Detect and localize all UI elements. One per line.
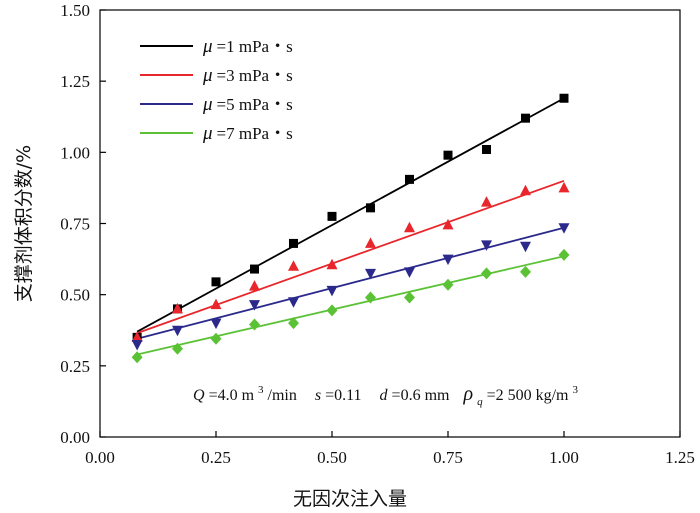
data-point-series-3 [481,240,493,251]
data-point-series-3 [365,268,377,280]
data-point-series-1 [250,264,260,274]
y-axis-title: 支撑剂体积分数/% [13,145,35,302]
legend-label-text: =5 mPa・s [217,95,293,114]
data-point-series-1 [443,150,453,160]
legend: μ =1 mPa・sμ =3 mPa・sμ =5 mPa・sμ =7 mPa・s [140,36,293,144]
y-tick-label: 0.50 [60,286,90,305]
data-point-series-4 [171,342,183,355]
data-point-series-1 [327,211,337,221]
data-point-series-2 [558,181,570,193]
legend-label-text: =3 mPa・s [217,66,293,85]
data-points [131,93,570,364]
annot-q-exp: 3 [258,384,264,396]
data-point-series-2 [403,221,415,233]
data-point-series-3 [403,267,415,278]
y-tick-label: 0.25 [60,357,90,376]
y-tick-label: 1.50 [60,1,90,20]
data-point-series-4 [131,351,143,364]
axes: 0.00 0.25 0.50 0.75 1.00 1.25 0.00 0.25 0.50 0.75… [13,1,695,510]
data-point-series-1 [520,113,530,123]
annot-q-value: =4.0 m [209,387,255,404]
annot-rho-label: ρ [462,383,473,405]
data-point-series-4 [210,332,222,345]
y-tick-label: 1.00 [60,143,90,162]
data-point-series-3 [519,241,531,253]
fit-line-series-2 [136,179,565,334]
data-point-series-2 [519,184,531,196]
data-point-series-4 [403,291,415,304]
data-point-series-2 [481,196,493,207]
fit-lines [136,97,565,356]
x-tick-label: 0.25 [201,448,231,467]
annot-rho-exp: 3 [573,384,579,396]
fit-line-series-3 [136,226,565,340]
data-point-series-1 [404,174,414,184]
data-point-series-2 [131,331,143,342]
data-point-series-2 [210,298,222,310]
data-point-series-3 [210,318,222,330]
annotation: Q =4.0 m 3 /min s =0.11 d =0.6 mm ρ q =2… [193,380,579,409]
annot-q-label: Q [193,387,205,404]
legend-mu-symbol: μ [202,36,213,57]
legend-mu-symbol: μ [202,65,213,86]
data-point-series-3 [442,254,454,266]
x-tick-label: 0.50 [317,448,347,467]
x-tick-label: 0.00 [85,448,115,467]
data-point-series-3 [287,297,299,308]
data-point-series-2 [442,218,454,230]
y-tick-label: 0.75 [60,215,90,234]
x-tick-label: 1.00 [549,448,579,467]
fit-line-series-1 [136,97,565,333]
data-point-series-4 [365,291,377,304]
data-point-series-4 [287,317,299,330]
legend-label-series-3: μ =5 mPa・s [202,94,293,115]
annot-rho-value: =2 500 kg/m [487,387,569,404]
data-point-series-3 [326,285,338,297]
legend-mu-symbol: μ [202,94,213,115]
data-point-series-3 [131,339,143,351]
data-point-series-4 [481,267,493,280]
annot-d-label: d [380,387,389,404]
data-point-series-2 [365,237,377,248]
data-point-series-1 [211,277,221,287]
data-point-series-3 [171,325,183,337]
data-point-series-1 [366,203,376,213]
data-point-series-4 [442,278,454,291]
data-point-series-4 [326,304,338,317]
data-point-series-4 [249,318,261,331]
annot-rho-sub: q [477,396,483,408]
data-point-series-2 [249,280,261,291]
data-point-series-4 [558,248,570,261]
annot-s-value: =0.11 [325,387,361,404]
legend-label-series-1: μ =1 mPa・s [202,36,293,57]
data-point-series-3 [558,223,570,234]
y-tick-label: 0.00 [60,428,90,447]
annot-q-unit: /min [268,387,297,404]
data-point-series-1 [288,238,298,248]
legend-label-series-4: μ =7 mPa・s [202,123,293,144]
annot-d-value: =0.6 mm [392,387,450,404]
data-point-series-3 [249,300,261,311]
data-point-series-2 [326,258,338,270]
x-tick-label: 1.25 [665,448,695,467]
legend-label-series-2: μ =3 mPa・s [202,65,293,86]
y-tick-label: 1.25 [60,72,90,91]
data-point-series-4 [519,265,531,278]
data-point-series-2 [287,260,299,271]
legend-label-text: =7 mPa・s [217,124,293,143]
data-point-series-2 [171,302,183,314]
x-tick-label: 0.75 [433,448,463,467]
legend-label-text: =1 mPa・s [217,37,293,56]
annot-s-label: s [315,387,321,404]
x-axis-title: 无因次注入量 [293,488,407,510]
data-point-series-1 [482,144,492,154]
data-point-series-1 [559,93,569,103]
legend-mu-symbol: μ [202,123,213,144]
fit-line-series-4 [136,255,565,356]
